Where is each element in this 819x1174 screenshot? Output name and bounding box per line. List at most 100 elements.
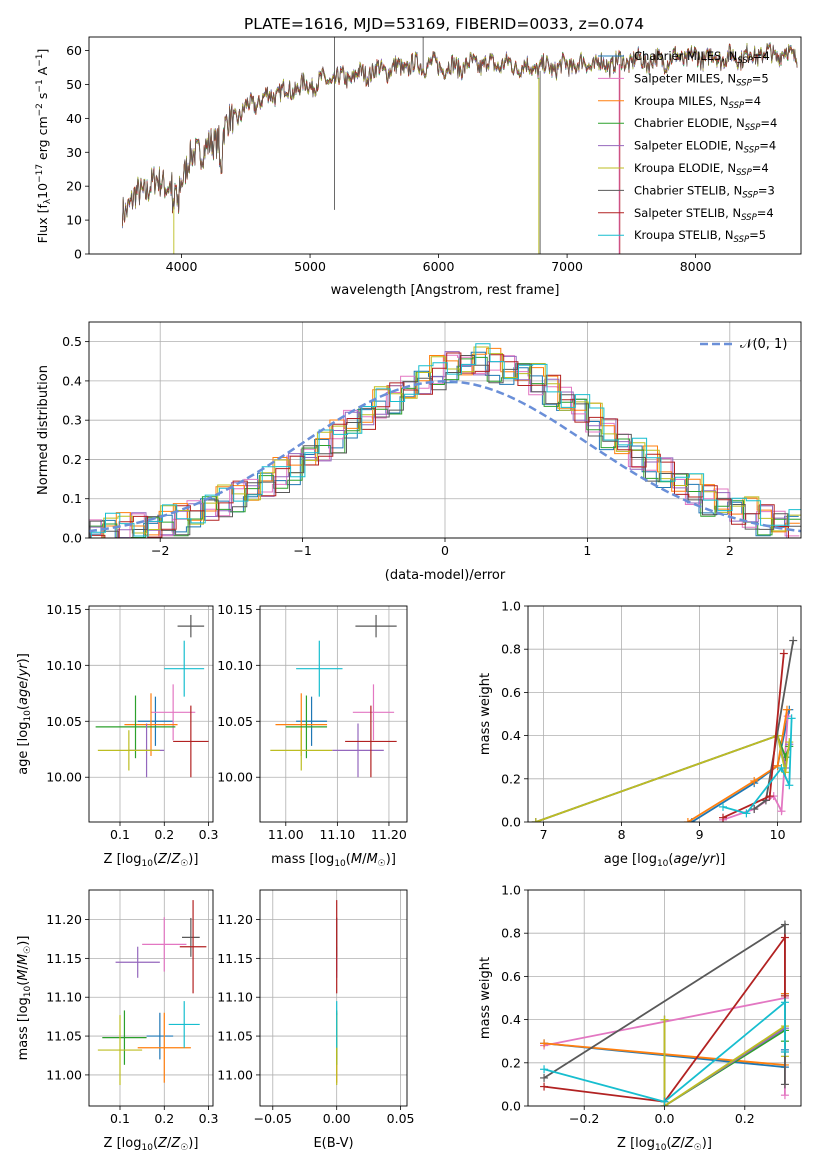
histogram-kroupa-stelib [90, 343, 801, 538]
y-tick-label: 0.6 [501, 685, 521, 700]
panel-age-vs-mass: 11.00 11.10 11.20 10.00 10.05 10.10 10.15 mass … [217, 602, 408, 869]
y-tick-label: 10.10 [46, 658, 82, 673]
panel-age-vs-Z: 0.1 0.2 0.3 10.00 10.05 10.10 10.15 Z [log10(Z/… [16, 602, 219, 869]
y-tick-label: 0.2 [501, 771, 521, 786]
x-tick-label: 7 [540, 827, 548, 842]
axes-frame [259, 889, 408, 1107]
y-tick-label: 0.2 [62, 452, 82, 467]
y-axis-label: mass [log10(M/M☉)] [16, 936, 33, 1061]
x-tick-label: −0.05 [254, 1111, 292, 1126]
panel-weight-vs-age: 7 8 9 10 0.0 0.2 0.4 0.6 0.8 1.0 mass weight age [l… [478, 599, 802, 869]
gaussian-curve [89, 380, 801, 533]
axes-frame [527, 605, 802, 823]
grid-mass-vs-Z [89, 890, 213, 1106]
weight-line-salpeter-stelib [543, 934, 786, 1103]
y-tick-label: 10.00 [46, 770, 82, 785]
panel-spectrum: 4000 5000 6000 7000 8000 0 10 20 30 40 50 60 Chabrie… [35, 36, 802, 298]
figure-title: PLATE=1616, MJD=53169, FIBERID=0033, z=0… [244, 15, 644, 33]
plot-area-weight-vs-Z [540, 920, 789, 1106]
legend-label: Kroupa ELODIE, NSSP=4 [634, 161, 769, 178]
x-tick-label: 0 [441, 543, 449, 558]
y-tick-label: 10.10 [217, 658, 253, 673]
x-tick-label: 0.00 [323, 1111, 351, 1126]
plot-area-age-vs-mass [270, 614, 397, 778]
y-tick-label: 0.2 [501, 1055, 521, 1070]
x-tick-label: 6000 [423, 259, 455, 274]
y-tick-label: 10.05 [217, 714, 253, 729]
x-axis-label: Z [log10(Z/Z☉)] [617, 1136, 712, 1153]
legend-label-gaussian: 𝒩(0, 1) [740, 337, 787, 352]
y-tick-label: 11.20 [46, 912, 82, 927]
x-tick-label: 8000 [680, 259, 712, 274]
x-tick-label: 2 [726, 543, 734, 558]
y-tick-label: 0 [74, 247, 82, 262]
weight-line-kroupa-miles [687, 709, 788, 822]
x-axis-label: age [log10(age/yr)] [604, 852, 726, 869]
plot-area-mass-vs-Z [97, 900, 207, 1086]
x-tick-label: 0.05 [387, 1111, 415, 1126]
y-tick-label: 11.00 [217, 1067, 253, 1082]
y-axis-label: Normed distribution [36, 365, 51, 495]
histogram-chabrier-stelib [89, 355, 801, 538]
x-tick-label: 11.00 [268, 827, 304, 842]
y-tick-label: 11.10 [46, 990, 82, 1005]
grid-weight-vs-age [528, 605, 801, 823]
y-axis-label: mass weight [478, 957, 493, 1039]
y-tick-label: 0.6 [501, 969, 521, 984]
y-tick-label: 50 [66, 77, 82, 92]
y-axis-label: Flux [fλ10−17 erg cm−2 s−1 A−1] [35, 49, 53, 244]
y-tick-label: 30 [66, 145, 82, 160]
histogram-kroupa-miles [89, 347, 800, 538]
legend-label: Salpeter ELODIE, NSSP=4 [634, 139, 776, 156]
x-tick-label: 4000 [166, 259, 198, 274]
x-tick-label: 0.3 [199, 1111, 219, 1126]
legend-label: Kroupa STELIB, NSSP=5 [634, 228, 766, 245]
y-tick-label: 11.05 [217, 1029, 253, 1044]
legend-label: Salpeter MILES, NSSP=5 [634, 71, 769, 88]
y-tick-label: 11.10 [217, 990, 253, 1005]
x-tick-label: 5000 [294, 259, 326, 274]
axes-frame [88, 889, 214, 1107]
y-tick-label: 0.8 [501, 926, 521, 941]
y-tick-label: 0.8 [501, 642, 521, 657]
weight-line-kroupa-elodie [535, 734, 791, 822]
histogram-salpeter-miles [89, 354, 800, 538]
grid-age-vs-mass [260, 606, 407, 822]
y-tick-label: 0.0 [501, 1099, 521, 1114]
histogram-salpeter-stelib [90, 352, 801, 538]
panel-residuals: −2 −1 0 1 2 0.0 0.1 0.2 0.3 0.4 0.5 𝒩(0, 1) (data-mo… [36, 321, 802, 583]
x-tick-label: 1 [583, 543, 591, 558]
axes-frame [259, 605, 408, 823]
y-tick-label: 10.00 [217, 770, 253, 785]
legend-label: Chabrier MILES, NSSP=4 [634, 49, 770, 66]
y-tick-label: 40 [66, 111, 82, 126]
x-tick-label: 11.10 [319, 827, 355, 842]
plot-area-age-vs-Z [95, 614, 209, 778]
x-tick-label: 0.0 [655, 1111, 675, 1126]
y-tick-label: 1.0 [501, 883, 521, 898]
plot-area-spectrum [122, 37, 798, 254]
y-tick-label: 11.05 [46, 1029, 82, 1044]
y-tick-label: 10.15 [217, 602, 253, 617]
legend-label: Chabrier ELODIE, NSSP=4 [634, 116, 777, 133]
x-tick-label: 8 [618, 827, 626, 842]
x-axis-label: wavelength [Angstrom, rest frame] [331, 283, 560, 298]
y-tick-label: 11.15 [46, 951, 82, 966]
histogram-salpeter-elodie [89, 351, 801, 538]
axes-frame [527, 889, 802, 1107]
axes-frame [88, 605, 214, 823]
x-tick-label: 7000 [551, 259, 583, 274]
legend-label: Kroupa MILES, NSSP=4 [634, 94, 761, 111]
legend-spectrum: Chabrier MILES, NSSP=4 Salpeter MILES, NS… [598, 49, 777, 245]
y-tick-label: 10 [66, 213, 82, 228]
y-tick-label: 10.05 [46, 714, 82, 729]
y-tick-label: 20 [66, 179, 82, 194]
axes-frame [88, 321, 802, 539]
y-tick-label: 10.15 [46, 602, 82, 617]
y-tick-label: 1.0 [501, 599, 521, 614]
plot-area-weight-vs-age [531, 636, 798, 822]
grid-age-vs-Z [89, 606, 213, 822]
y-tick-label: 11.00 [46, 1067, 82, 1082]
